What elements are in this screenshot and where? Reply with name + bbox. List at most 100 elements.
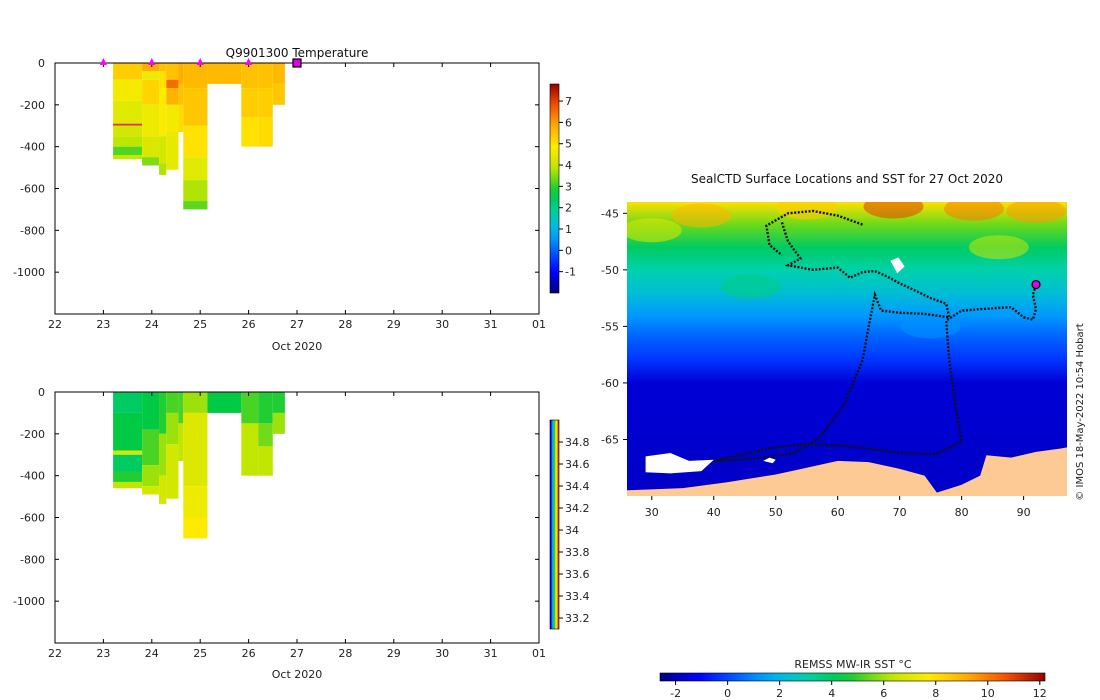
cell-8-2 <box>258 446 273 476</box>
colorbar-tick-label: 6 <box>565 116 572 129</box>
x-tick-label: 24 <box>145 318 159 331</box>
sst-warm-patches <box>627 202 1067 339</box>
colorbar-tick-label: 34.2 <box>565 502 590 515</box>
cell-5-3 <box>183 517 208 539</box>
x-tick-label: 30 <box>435 318 449 331</box>
sst-patch-5 <box>627 218 682 243</box>
cell-2-0 <box>159 63 167 72</box>
cell-1-2 <box>142 465 160 487</box>
temperature-colorbar-ticks: -1 0 1 2 3 4 5 6 7 <box>559 95 576 279</box>
map-y-tick-label: -45 <box>601 207 619 220</box>
cell-4-0 <box>178 63 184 84</box>
colorbar-tick-label: 5 <box>565 138 572 151</box>
cell-2-0 <box>159 392 167 434</box>
cell-5-1 <box>183 88 208 126</box>
cell-9-0 <box>272 63 285 84</box>
temperature-title: Q9901300 Temperature <box>226 46 369 60</box>
x-tick-label: 25 <box>193 318 207 331</box>
x-tick-label: 26 <box>242 647 256 660</box>
cell-7-1 <box>241 88 259 118</box>
sst-patch-6 <box>968 235 1029 260</box>
cell-5-5 <box>183 201 208 210</box>
cell-4-1 <box>178 423 184 462</box>
map-x-tick-label: 40 <box>707 506 721 519</box>
map-x-tick-label: 60 <box>831 506 845 519</box>
cell-8-2 <box>258 117 273 147</box>
cell-0-6 <box>113 146 143 156</box>
colorbar-tick-label: 7 <box>565 95 572 108</box>
cell-8-0 <box>258 63 273 89</box>
colorbar-tick-label: 3 <box>565 180 572 193</box>
ice-patch-2 <box>890 257 905 274</box>
colorbar-tick-label: 4 <box>565 159 572 172</box>
cell-3-3 <box>166 104 179 133</box>
x-tick-label: 25 <box>193 647 207 660</box>
temperature-panel: Q9901300 Temperature 0 -200 -400 -600 -800 -1… <box>13 46 576 353</box>
cell-1-3 <box>142 104 160 137</box>
y-tick-label: -1000 <box>13 266 45 279</box>
sst-colorbar-tick-label: 6 <box>880 687 887 700</box>
salinity-cells <box>113 392 285 539</box>
cell-5-2 <box>183 486 208 518</box>
cell-1-5 <box>142 157 160 166</box>
cell-2-1 <box>159 71 167 89</box>
colorbar-tick-label: 34.4 <box>565 480 590 493</box>
cell-3-4 <box>166 132 179 170</box>
sst-patch-3 <box>944 202 1005 221</box>
colorbar-tick-label: 33.4 <box>565 590 590 603</box>
current-position-marker <box>1031 279 1041 290</box>
antarctica-land <box>627 447 1067 496</box>
colorbar-tick-label: 33.2 <box>565 612 590 625</box>
cell-2-2 <box>159 475 167 504</box>
x-tick-label: 23 <box>96 318 110 331</box>
seal-track <box>713 222 1038 463</box>
cell-3-2 <box>166 88 179 105</box>
x-tick-label: 01 <box>532 647 546 660</box>
cell-5-0 <box>183 392 208 413</box>
cell-5-4 <box>183 180 208 202</box>
map-y-tick-label: -50 <box>601 264 619 277</box>
cell-5-2 <box>183 125 208 158</box>
profile-marker <box>196 58 204 65</box>
cell-2-2 <box>159 88 167 137</box>
cell-0-4 <box>113 125 143 137</box>
x-tick-label: 31 <box>484 318 498 331</box>
cell-4-2 <box>178 104 184 133</box>
profile-marker <box>148 58 156 65</box>
cell-4-0 <box>178 392 184 424</box>
y-tick-label: -1000 <box>13 595 45 608</box>
colorbar-tick-label: 0 <box>565 244 572 257</box>
cell-3-0 <box>166 392 179 413</box>
cell-8-1 <box>258 423 273 447</box>
temperature-y-axis: 0 -200 -400 -600 -800 -1000 <box>13 57 539 279</box>
cell-7-0 <box>241 392 259 424</box>
sst-colorbar-tick-label: 2 <box>776 687 783 700</box>
temperature-colorbar <box>549 83 560 294</box>
sst-colorbar-tick-label: 12 <box>1033 687 1047 700</box>
x-tick-label: 28 <box>338 318 352 331</box>
cell-1-4 <box>142 136 160 158</box>
cell-0-0 <box>113 392 143 413</box>
cell-8-0 <box>258 392 273 424</box>
cell-0-2 <box>113 450 143 455</box>
cell-0-1 <box>113 412 143 451</box>
temperature-profile-markers <box>99 58 302 68</box>
colorbar-tick-label: 34.8 <box>565 436 590 449</box>
cell-1-3 <box>142 486 160 495</box>
salinity-panel: 0 -200 -400 -600 -800 -1000 22 23 24 25 26 27 28 29 3… <box>13 386 589 681</box>
sst-patch-1 <box>776 202 837 220</box>
map-y-tick-label: -55 <box>601 320 619 333</box>
colorbar-tick-label: 33.8 <box>565 546 590 559</box>
map-x-tick-label: 90 <box>1017 506 1031 519</box>
y-tick-label: -800 <box>20 553 45 566</box>
cell-9-0 <box>272 392 285 413</box>
salinity-x-axis: 22 23 24 25 26 27 28 29 30 31 01 <box>48 392 546 660</box>
x-tick-label: 31 <box>484 647 498 660</box>
colorbar-tick-label: 1 <box>565 223 572 236</box>
current-time-marker <box>292 58 302 68</box>
cell-0-1 <box>113 79 143 101</box>
cell-0-5 <box>113 481 143 489</box>
cell-2-3 <box>159 136 167 164</box>
colorbar-tick-label: 34 <box>565 524 579 537</box>
